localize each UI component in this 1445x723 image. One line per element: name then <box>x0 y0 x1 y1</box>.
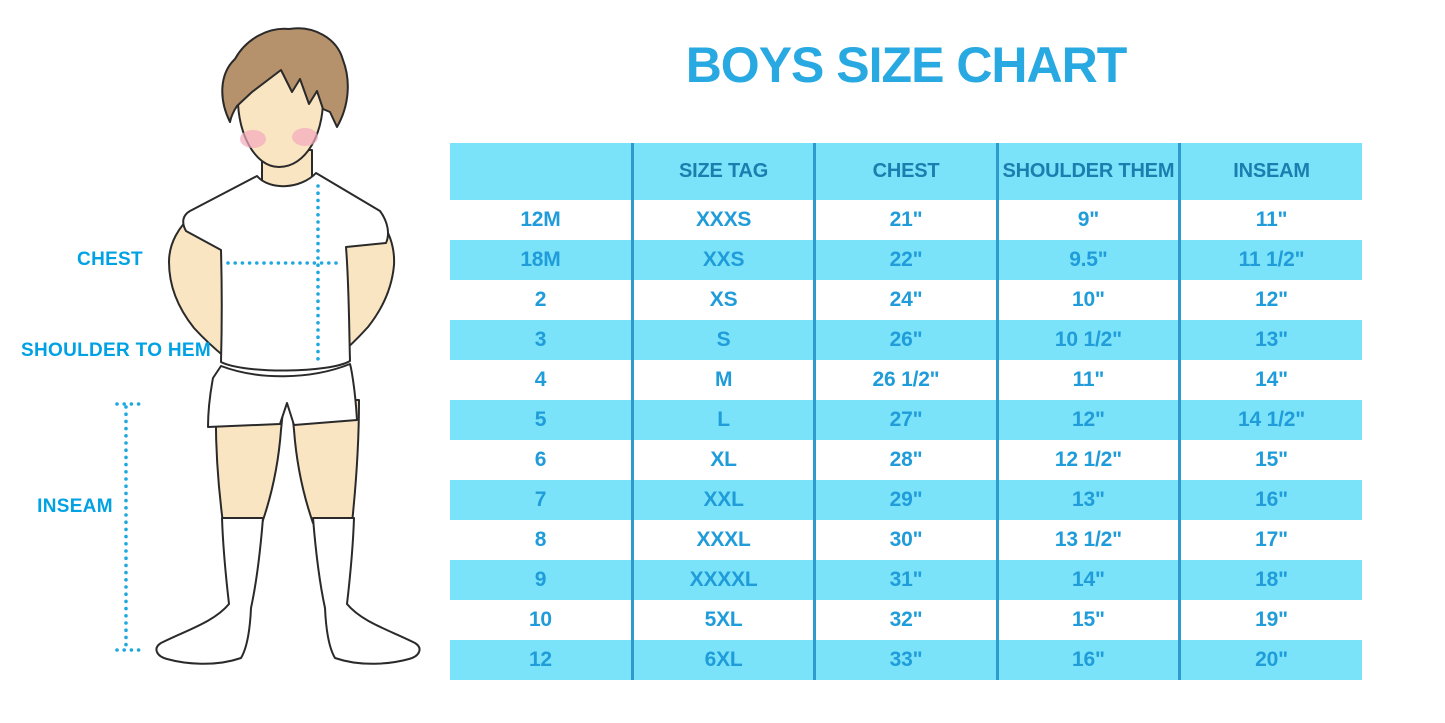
table-cell: 16" <box>1178 480 1362 520</box>
table-row: 6 XL 28" 12 1/2" 15" <box>450 440 1362 480</box>
table-cell: L <box>630 400 815 440</box>
table-row: 9 XXXXL 31" 14" 18" <box>450 560 1362 600</box>
table-cell: 8 <box>534 528 547 551</box>
table-cell: 11" <box>995 360 1180 400</box>
table-cell: 9.5" <box>995 240 1180 280</box>
table-cell: 9 <box>450 560 633 600</box>
column-header: INSEAM <box>1178 143 1362 200</box>
inseam-label: INSEAM <box>37 496 113 517</box>
table-cell: 6XL <box>630 640 815 680</box>
table-cell: 10 1/2" <box>995 320 1180 360</box>
table-cell: 16" <box>995 640 1180 680</box>
table-cell: XXXXL <box>630 560 815 600</box>
size-table: SIZE TAG CHEST SHOULDER THEM INSEAM 12M XXXS… <box>450 143 1362 680</box>
table-cell: 28" <box>813 440 998 480</box>
table-cell: 13" <box>1178 320 1362 360</box>
size-table-body: 12M XXXS 21" 9" 11" 18M XXS 22" 9.5" 11 1/2" 2 XS 24… <box>450 200 1362 680</box>
table-row: 18M XXS 22" 9.5" 11 1/2" <box>450 240 1362 280</box>
table-cell: 3 <box>450 320 633 360</box>
page-title: BOYS SIZE CHART <box>685 37 1128 93</box>
boy-tshirt <box>182 172 389 372</box>
table-cell: 12 1/2" <box>995 440 1180 480</box>
table-cell: 24" <box>813 280 998 320</box>
table-cell: XXXS <box>630 200 815 240</box>
shoulder-to-hem-label: SHOULDER TO HEM <box>21 340 211 361</box>
table-cell: 14 1/2" <box>1178 400 1362 440</box>
table-row: 4 M 26 1/2" 11" 14" <box>450 360 1362 400</box>
table-cell: 12M <box>520 208 561 231</box>
column-header: SIZE TAG <box>630 143 815 200</box>
table-cell: 32" <box>813 600 998 640</box>
table-cell: 14" <box>1178 360 1362 400</box>
table-row: 7 XXL 29" 13" 16" <box>450 480 1362 520</box>
table-cell: 4 <box>534 368 547 391</box>
table-cell: 12" <box>1178 280 1362 320</box>
table-cell: M <box>630 360 815 400</box>
table-cell: 9" <box>995 200 1180 240</box>
boy-measurement-figure: CHEST SHOULDER TO HEM INSEAM <box>0 0 450 723</box>
table-cell: 15" <box>1178 440 1362 480</box>
table-cell: 2 <box>534 288 547 311</box>
table-cell: XS <box>630 280 815 320</box>
table-cell: 17" <box>1178 520 1362 560</box>
table-cell: 12" <box>995 400 1180 440</box>
table-cell: 6 <box>534 448 547 471</box>
boy-illustration <box>115 27 421 665</box>
table-cell: 26 1/2" <box>813 360 998 400</box>
table-row: 3 S 26" 10 1/2" 13" <box>450 320 1362 360</box>
boy-right-sock <box>312 517 421 665</box>
table-cell: XXXL <box>630 520 815 560</box>
table-cell: XXL <box>630 480 815 520</box>
table-cell: XL <box>630 440 815 480</box>
column-header: SHOULDER THEM <box>995 143 1180 200</box>
boy-hair <box>221 27 349 128</box>
boy-right-cheek <box>292 128 318 146</box>
table-cell: 19" <box>1178 600 1362 640</box>
table-cell: XXS <box>630 240 815 280</box>
size-table-header-row: SIZE TAG CHEST SHOULDER THEM INSEAM <box>450 143 1362 200</box>
boy-left-sock <box>155 517 264 665</box>
column-header <box>450 143 633 200</box>
table-cell: 29" <box>813 480 998 520</box>
table-cell: 30" <box>813 520 998 560</box>
table-cell: 12 <box>450 640 633 680</box>
table-cell: 11 1/2" <box>1178 240 1362 280</box>
table-cell: 26" <box>813 320 998 360</box>
table-row: 12M XXXS 21" 9" 11" <box>450 200 1362 240</box>
table-cell: 20" <box>1178 640 1362 680</box>
table-cell: 10" <box>995 280 1180 320</box>
table-row: 5 L 27" 12" 14 1/2" <box>450 400 1362 440</box>
table-row: 8 XXXL 30" 13 1/2" 17" <box>450 520 1362 560</box>
table-cell: 18M <box>450 240 633 280</box>
chest-label: CHEST <box>77 249 143 270</box>
table-cell: 33" <box>813 640 998 680</box>
table-cell: 5 <box>450 400 633 440</box>
table-cell: 21" <box>813 200 998 240</box>
boy-shorts <box>207 363 358 428</box>
table-cell: 18" <box>1178 560 1362 600</box>
table-cell: 13" <box>995 480 1180 520</box>
table-cell: 27" <box>813 400 998 440</box>
table-cell: 7 <box>450 480 633 520</box>
table-cell: 5XL <box>630 600 815 640</box>
table-cell: 22" <box>813 240 998 280</box>
table-cell: 13 1/2" <box>995 520 1180 560</box>
boy-left-cheek <box>240 130 266 148</box>
column-header: CHEST <box>813 143 998 200</box>
table-cell: 10 <box>528 608 552 631</box>
table-row: 12 6XL 33" 16" 20" <box>450 640 1362 680</box>
table-cell: S <box>630 320 815 360</box>
table-cell: 31" <box>813 560 998 600</box>
table-cell: 15" <box>995 600 1180 640</box>
table-row: 10 5XL 32" 15" 19" <box>450 600 1362 640</box>
table-cell: 14" <box>995 560 1180 600</box>
table-row: 2 XS 24" 10" 12" <box>450 280 1362 320</box>
table-cell: 11" <box>1178 200 1362 240</box>
